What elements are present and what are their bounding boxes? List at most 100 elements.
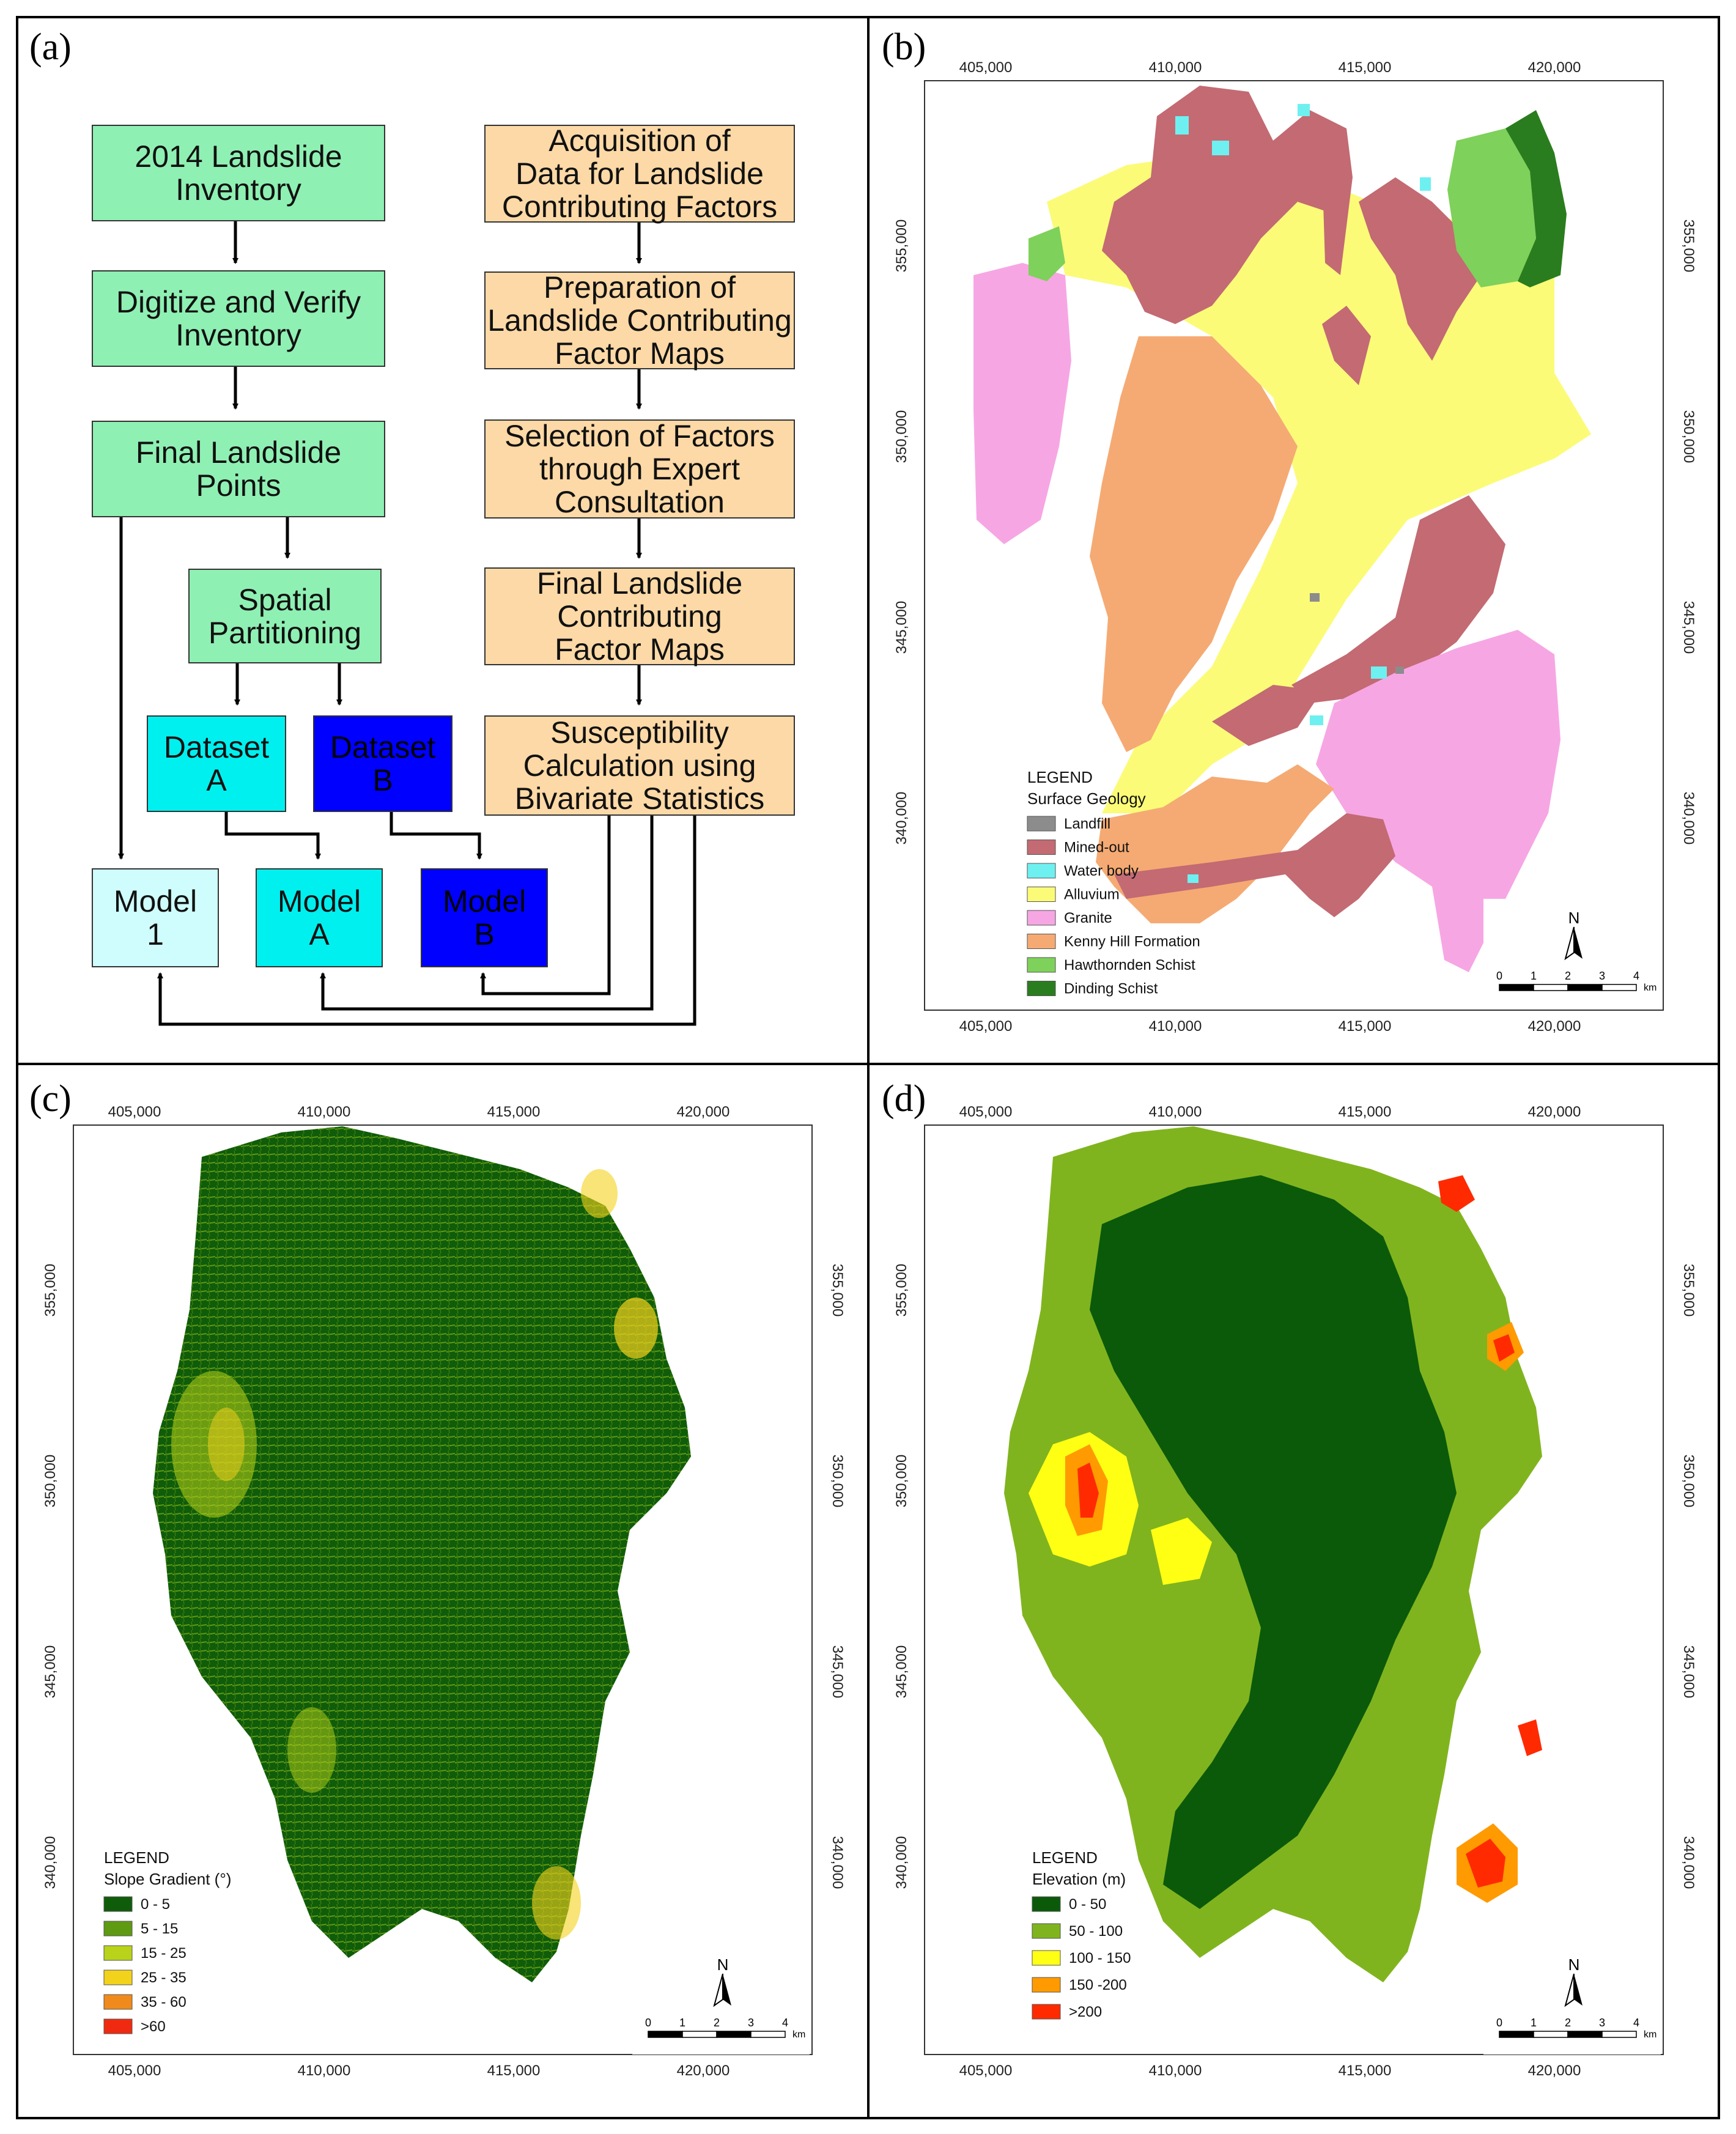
- x-tick-label: 415,000: [487, 2062, 541, 2079]
- x-tick-label: 405,000: [108, 1104, 161, 1120]
- y-tick-label: 350,000: [893, 1455, 910, 1508]
- box-susceptibility: Susceptibility Calculation using Bivaria…: [484, 715, 795, 816]
- legend-swatch: [1027, 863, 1056, 879]
- x-tick-label: 420,000: [1528, 2062, 1581, 2079]
- x-tick-label: 415,000: [487, 1104, 541, 1120]
- scale-tick-label: 4: [782, 2017, 788, 2029]
- north-label: N: [1568, 1955, 1580, 1974]
- legend-swatch: [103, 2018, 133, 2034]
- x-tick-label: 405,000: [959, 1018, 1013, 1035]
- legend-item-label: Dinding Schist: [1064, 981, 1158, 997]
- north-label: N: [1568, 909, 1580, 927]
- x-tick-label: 415,000: [1339, 2062, 1392, 2079]
- box-selection: Selection of Factors through Expert Cons…: [484, 419, 795, 519]
- legend-item-label: Landfill: [1064, 816, 1110, 832]
- legend-swatch: [103, 1970, 133, 1985]
- scale-bar-segment: [1533, 984, 1568, 991]
- scale-tick-label: 3: [748, 2017, 754, 2029]
- legend-swatch: [103, 1945, 133, 1961]
- scale-tick-label: 0: [1496, 2017, 1502, 2029]
- y-tick-label: 345,000: [893, 1645, 910, 1699]
- legend-item-label: >200: [1069, 2004, 1102, 2020]
- scale-tick-label: 4: [1633, 970, 1639, 982]
- scale-tick-label: 1: [1531, 2017, 1537, 2029]
- box-model-1: Model 1: [92, 868, 219, 967]
- x-tick-label: 420,000: [677, 2062, 730, 2079]
- legend-swatch: [1027, 934, 1056, 949]
- scale-tick-label: 2: [1565, 970, 1571, 982]
- y-tick-label: 340,000: [1680, 1836, 1697, 1889]
- legend-item-label: Granite: [1064, 910, 1112, 926]
- scale-tick-label: 2: [714, 2017, 720, 2029]
- box-landslide-inventory: 2014 Landslide Inventory: [92, 125, 385, 221]
- scale-tick-label: 2: [1565, 2017, 1571, 2029]
- y-tick-label: 350,000: [893, 410, 910, 463]
- scale-unit-label: km: [1644, 983, 1657, 993]
- legend-geology-heading: LEGEND: [1027, 768, 1093, 786]
- legend-slope-heading: LEGEND: [104, 1848, 169, 1867]
- scale-bar-segment: [1601, 2031, 1637, 2038]
- x-tick-label: 415,000: [1339, 1104, 1392, 1120]
- box-model-b: Model B: [421, 868, 548, 967]
- legend-item-label: 35 - 60: [141, 1994, 187, 2010]
- x-tick-label: 415,000: [1339, 59, 1392, 76]
- x-tick-label: 410,000: [1149, 1018, 1202, 1035]
- map-panel-d: LEGEND Elevation (m) 0 - 50 50 - 100 100 -…: [893, 1104, 1697, 2079]
- y-tick-label: 350,000: [829, 1455, 846, 1508]
- legend-swatch: [1032, 1923, 1061, 1939]
- legend-slope-title: Slope Gradient (°): [104, 1870, 231, 1888]
- map-panel-b: LEGEND Surface Geology Landfill Mined-out…: [893, 59, 1697, 1035]
- x-tick-label: 405,000: [108, 2062, 161, 2079]
- legend-swatch: [1032, 1977, 1061, 1993]
- x-tick-label: 420,000: [1528, 1018, 1581, 1035]
- legend-item-label: 25 - 35: [141, 1970, 187, 1986]
- legend-item-label: 0 - 50: [1069, 1896, 1106, 1913]
- y-tick-label: 340,000: [829, 1836, 846, 1889]
- legend-swatch: [103, 1896, 133, 1912]
- y-tick-label: 350,000: [1680, 410, 1697, 463]
- panel-label-a: (a): [29, 26, 72, 68]
- x-tick-label: 410,000: [298, 1104, 351, 1120]
- x-tick-label: 420,000: [677, 1104, 730, 1120]
- legend-swatch: [1027, 957, 1056, 973]
- x-tick-label: 410,000: [1149, 59, 1202, 76]
- slope-map: [153, 1126, 691, 1982]
- legend-item-label: Water body: [1064, 863, 1139, 879]
- box-spatial-partitioning: Spatial Partitioning: [188, 569, 382, 663]
- map-panel-c: LEGEND Slope Gradient (°) 0 - 5 5 - 15 15 …: [42, 1104, 846, 2079]
- legend-swatch: [1027, 840, 1056, 855]
- y-tick-label: 355,000: [1680, 220, 1697, 273]
- x-tick-label: 405,000: [959, 1104, 1013, 1120]
- y-tick-label: 345,000: [1680, 1645, 1697, 1699]
- box-acquisition: Acquisition of Data for Landslide Contri…: [484, 124, 795, 223]
- box-preparation: Preparation of Landslide Contributing Fa…: [484, 271, 795, 370]
- panel-label-d: (d): [882, 1078, 926, 1120]
- north-arrow-icon: [723, 1974, 731, 2006]
- x-tick-label: 405,000: [959, 2062, 1013, 2079]
- x-tick-label: 410,000: [1149, 2062, 1202, 2079]
- scale-bar-segment: [1499, 984, 1534, 991]
- y-tick-label: 340,000: [1680, 792, 1697, 845]
- scale-tick-label: 3: [1599, 970, 1605, 982]
- y-tick-label: 345,000: [1680, 601, 1697, 654]
- x-tick-label: 410,000: [298, 2062, 351, 2079]
- y-tick-label: 355,000: [893, 1264, 910, 1317]
- y-tick-label: 345,000: [42, 1645, 59, 1699]
- legend-elevation-heading: LEGEND: [1032, 1848, 1098, 1867]
- legend-item-label: 0 - 5: [141, 1896, 170, 1913]
- box-dataset-a: Dataset A: [147, 715, 286, 812]
- legend-item-label: 100 - 150: [1069, 1950, 1131, 1966]
- scale-tick-label: 4: [1633, 2017, 1639, 2029]
- legend-swatch: [103, 1921, 133, 1936]
- flowchart-connectors: [118, 221, 696, 1026]
- y-tick-label: 350,000: [42, 1455, 59, 1508]
- legend-item-label: Mined-out: [1064, 840, 1129, 856]
- scale-bar-segment: [1601, 984, 1637, 991]
- geology-map: [973, 86, 1591, 972]
- legend-swatch: [1027, 816, 1056, 832]
- legend-swatch: [1027, 887, 1056, 902]
- scale-bar-segment: [648, 2031, 683, 2038]
- north-arrow-icon: [1574, 1974, 1583, 2006]
- legend-slope: LEGEND Slope Gradient (°) 0 - 5 5 - 15 15 …: [103, 1848, 231, 2035]
- box-digitize-verify: Digitize and Verify Inventory: [92, 270, 385, 367]
